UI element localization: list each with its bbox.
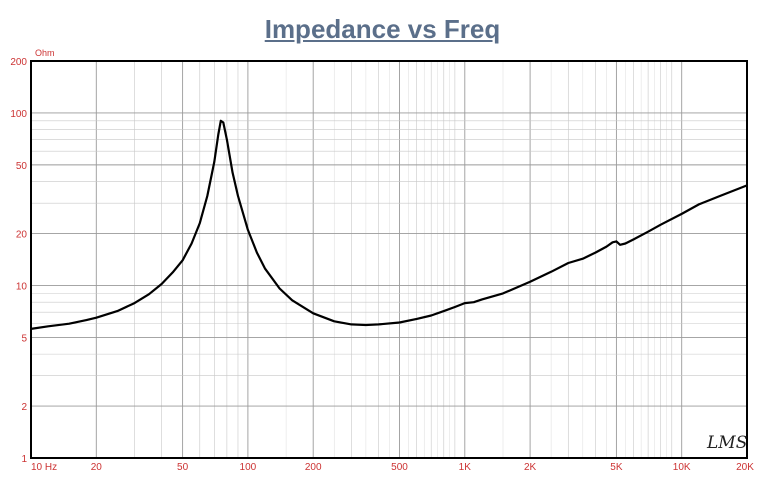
impedance-curve: [30, 119, 748, 330]
y-tick-label: 1: [21, 454, 27, 465]
y-tick-label: 2: [21, 402, 27, 413]
x-tick-label: 10K: [673, 462, 691, 473]
x-tick-label: 2K: [524, 462, 537, 473]
x-tick-label: 200: [305, 462, 322, 473]
y-tick-label: 50: [16, 161, 28, 172]
x-tick-label: 500: [391, 462, 408, 473]
y-tick-label: 100: [10, 109, 27, 120]
grid: [30, 60, 748, 459]
plot-frame: [30, 60, 748, 459]
y-tick-label: 200: [10, 57, 27, 68]
y-tick-label: 20: [16, 230, 28, 241]
y-tick-label: 10: [16, 281, 28, 292]
y-tick-label: 5: [21, 333, 27, 344]
x-tick-label: 100: [240, 462, 257, 473]
x-tick-label: 5K: [610, 462, 623, 473]
y-axis-unit: Ohm: [35, 48, 55, 58]
x-tick-label: 50: [177, 462, 189, 473]
tick-labels: 1 2 5 10 20 50 100 200 10 Hz 20 50 100 200 500 1K 2K 5K 1…: [10, 57, 754, 473]
x-tick-label: 20K: [736, 462, 754, 473]
x-tick-label: 20: [91, 462, 103, 473]
x-tick-label: 1K: [459, 462, 472, 473]
chart-title: Impedance vs Freq: [264, 14, 501, 44]
lms-watermark: LMS: [706, 433, 747, 453]
x-tick-label: 10 Hz: [31, 462, 57, 473]
